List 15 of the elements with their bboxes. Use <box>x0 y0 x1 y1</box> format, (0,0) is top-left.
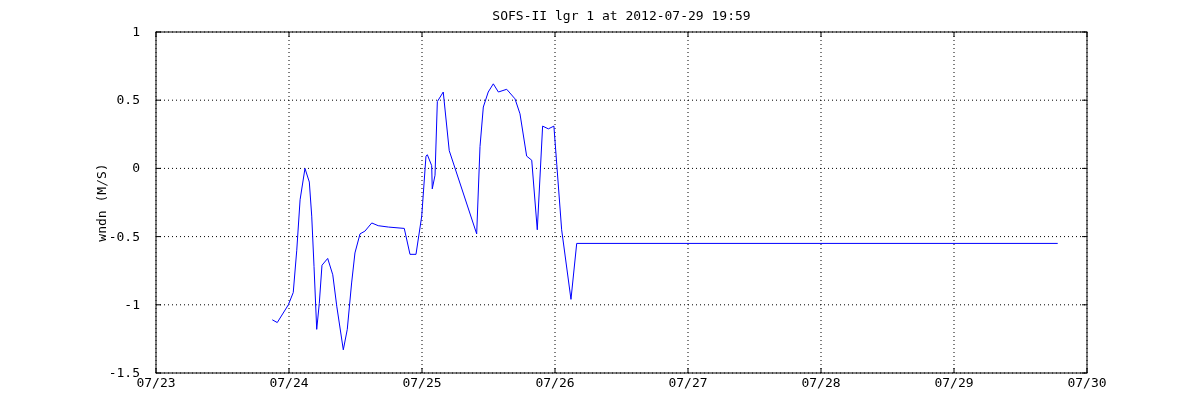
x-tick-label: 07/24 <box>269 375 309 390</box>
y-axis-title: wndn (M/S) <box>94 163 109 242</box>
x-tick-label: 07/26 <box>535 375 575 390</box>
x-tick-label: 07/25 <box>402 375 442 390</box>
chart-title: SOFS-II lgr 1 at 2012-07-29 19:59 <box>492 8 751 23</box>
y-tick-label: -1 <box>124 296 140 312</box>
y-tick-label: 1 <box>132 24 140 39</box>
x-tick-label: 07/30 <box>1067 375 1107 390</box>
y-tick-label: 0 <box>132 160 140 176</box>
line-series <box>271 83 1059 351</box>
x-tick-label: 07/29 <box>934 375 974 390</box>
y-tick-label: 0.5 <box>116 92 140 108</box>
y-tick-label: -0.5 <box>108 228 140 244</box>
x-tick-label: 07/27 <box>668 375 708 390</box>
x-tick-label: 07/28 <box>801 375 841 390</box>
